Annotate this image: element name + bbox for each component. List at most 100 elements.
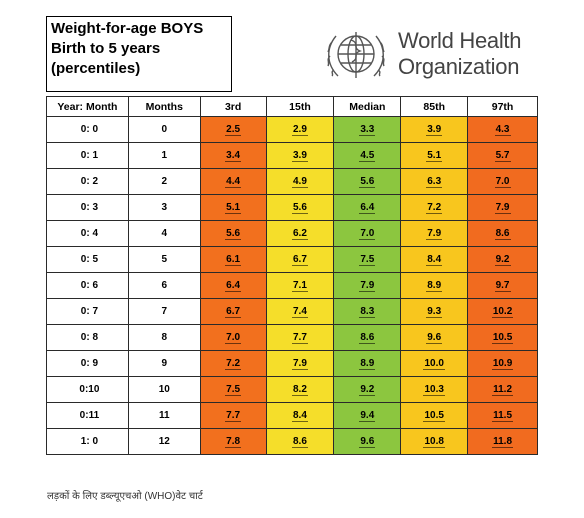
- cell-year-month-value: 0:10: [79, 384, 100, 395]
- who-name: World Health Organization: [398, 28, 521, 80]
- header-median: Median: [333, 96, 402, 117]
- cell-85th-value: 3.9: [426, 123, 443, 136]
- cell-97th: 10.5: [467, 324, 538, 351]
- cell-months-value: 6: [161, 280, 168, 291]
- cell-15th-value: 7.1: [292, 279, 308, 292]
- cell-year-month: 0: 9: [46, 350, 129, 377]
- cell-median-value: 7.5: [359, 253, 376, 266]
- cell-85th-value: 7.2: [426, 201, 443, 214]
- who-logo: World Health Organization: [320, 26, 538, 84]
- cell-year-month: 0: 0: [46, 116, 129, 143]
- cell-months: 8: [127, 324, 201, 351]
- cell-months: 11: [127, 402, 201, 429]
- cell-97th: 11.2: [467, 376, 538, 403]
- cell-85th: 7.2: [400, 194, 469, 221]
- cell-months: 12: [127, 428, 201, 455]
- cell-85th: 10.3: [400, 376, 469, 403]
- cell-year-month-value: 0: 9: [80, 358, 99, 369]
- cell-median-value: 8.9: [359, 357, 376, 370]
- cell-3rd: 2.5: [199, 116, 267, 143]
- cell-15th-value: 6.7: [292, 253, 308, 266]
- cell-3rd: 7.2: [199, 350, 267, 377]
- cell-median-value: 4.5: [359, 149, 376, 162]
- cell-15th-value: 2.9: [292, 123, 308, 136]
- cell-85th-value: 10.0: [423, 357, 445, 370]
- cell-97th-value: 11.2: [492, 383, 514, 396]
- cell-85th-value: 7.9: [426, 227, 443, 240]
- chart-title-line-2: Birth to 5 years: [51, 40, 161, 57]
- table-header-row: Year: Month Months 3rd 15th Median 85th …: [46, 96, 538, 117]
- header-year-month: Year: Month: [46, 96, 129, 117]
- cell-median-value: 5.6: [359, 175, 376, 188]
- cell-months: 4: [127, 220, 201, 247]
- cell-median-value: 7.0: [359, 227, 376, 240]
- cell-median: 7.9: [333, 272, 402, 299]
- cell-85th: 8.9: [400, 272, 469, 299]
- table-row: 0: 1 1 3.4 3.9 4.5 5.1 5.7: [46, 142, 538, 169]
- cell-median: 6.4: [333, 194, 402, 221]
- cell-months-value: 2: [161, 176, 168, 187]
- image-caption: लड़कों के लिए डब्ल्यूएचओ (WHO)वेट चार्ट: [47, 491, 203, 502]
- cell-year-month-value: 0: 5: [80, 254, 99, 265]
- cell-15th-value: 6.2: [292, 227, 308, 240]
- cell-months-value: 10: [158, 384, 170, 395]
- cell-3rd: 7.5: [199, 376, 267, 403]
- cell-year-month: 0: 8: [46, 324, 129, 351]
- cell-85th: 7.9: [400, 220, 469, 247]
- cell-months-value: 5: [161, 254, 168, 265]
- cell-97th: 9.2: [467, 246, 538, 273]
- cell-months-value: 8: [161, 332, 168, 343]
- cell-85th: 10.0: [400, 350, 469, 377]
- weight-table: Year: Month Months 3rd 15th Median 85th …: [46, 96, 538, 455]
- cell-15th-value: 5.6: [292, 201, 308, 214]
- cell-85th-value: 10.8: [423, 435, 445, 448]
- cell-median-value: 7.9: [359, 279, 376, 292]
- cell-3rd-value: 2.5: [225, 123, 242, 136]
- table-row: 0: 0 0 2.5 2.9 3.3 3.9 4.3: [46, 116, 538, 143]
- cell-97th: 8.6: [467, 220, 538, 247]
- cell-97th: 7.0: [467, 168, 538, 195]
- cell-97th-value: 10.5: [491, 331, 514, 344]
- cell-3rd-value: 6.7: [225, 305, 242, 318]
- table-row: 0: 7 7 6.7 7.4 8.3 9.3 10.2: [46, 298, 538, 325]
- cell-97th: 5.7: [467, 142, 538, 169]
- cell-97th-value: 9.7: [494, 279, 511, 292]
- cell-median: 4.5: [333, 142, 402, 169]
- cell-15th: 7.1: [265, 272, 335, 299]
- cell-85th: 3.9: [400, 116, 469, 143]
- cell-median: 9.4: [333, 402, 402, 429]
- cell-median-value: 6.4: [359, 201, 376, 214]
- cell-97th: 11.5: [467, 402, 538, 429]
- cell-85th: 9.3: [400, 298, 469, 325]
- table-body: 0: 0 0 2.5 2.9 3.3 3.9 4.3 0: 1 1 3.4 3.9 4.5 5.1 5.7…: [46, 116, 538, 455]
- cell-85th-value: 9.3: [426, 305, 443, 318]
- cell-97th: 4.3: [467, 116, 538, 143]
- cell-97th-value: 10.9: [491, 357, 514, 370]
- cell-year-month: 0: 5: [46, 246, 129, 273]
- cell-year-month-value: 0: 1: [80, 150, 99, 161]
- cell-97th-value: 7.0: [494, 175, 511, 188]
- cell-year-month-value: 0:11: [79, 410, 100, 421]
- cell-97th-value: 8.6: [494, 227, 511, 240]
- cell-15th: 5.6: [265, 194, 335, 221]
- cell-97th: 10.9: [467, 350, 538, 377]
- cell-85th-value: 8.4: [426, 253, 443, 266]
- cell-median: 9.6: [333, 428, 402, 455]
- cell-15th-value: 7.4: [292, 305, 308, 318]
- table-row: 0: 8 8 7.0 7.7 8.6 9.6 10.5: [46, 324, 538, 351]
- cell-year-month-value: 1: 0: [80, 436, 99, 447]
- weight-for-age-chart: Weight-for-age BOYS Birth to 5 years (pe…: [46, 16, 538, 468]
- cell-months-value: 9: [161, 358, 168, 369]
- cell-median: 8.9: [333, 350, 402, 377]
- cell-15th-value: 3.9: [292, 149, 308, 162]
- cell-3rd: 7.0: [199, 324, 267, 351]
- who-name-line-1: World Health: [398, 28, 522, 53]
- cell-median: 7.5: [333, 246, 402, 273]
- cell-97th-value: 11.8: [492, 435, 514, 448]
- cell-year-month: 1: 0: [46, 428, 129, 455]
- cell-85th-value: 5.1: [426, 149, 443, 162]
- cell-months-value: 3: [161, 202, 168, 213]
- cell-median: 5.6: [333, 168, 402, 195]
- who-name-line-2: Organization: [398, 54, 520, 79]
- cell-median-value: 9.6: [359, 435, 376, 448]
